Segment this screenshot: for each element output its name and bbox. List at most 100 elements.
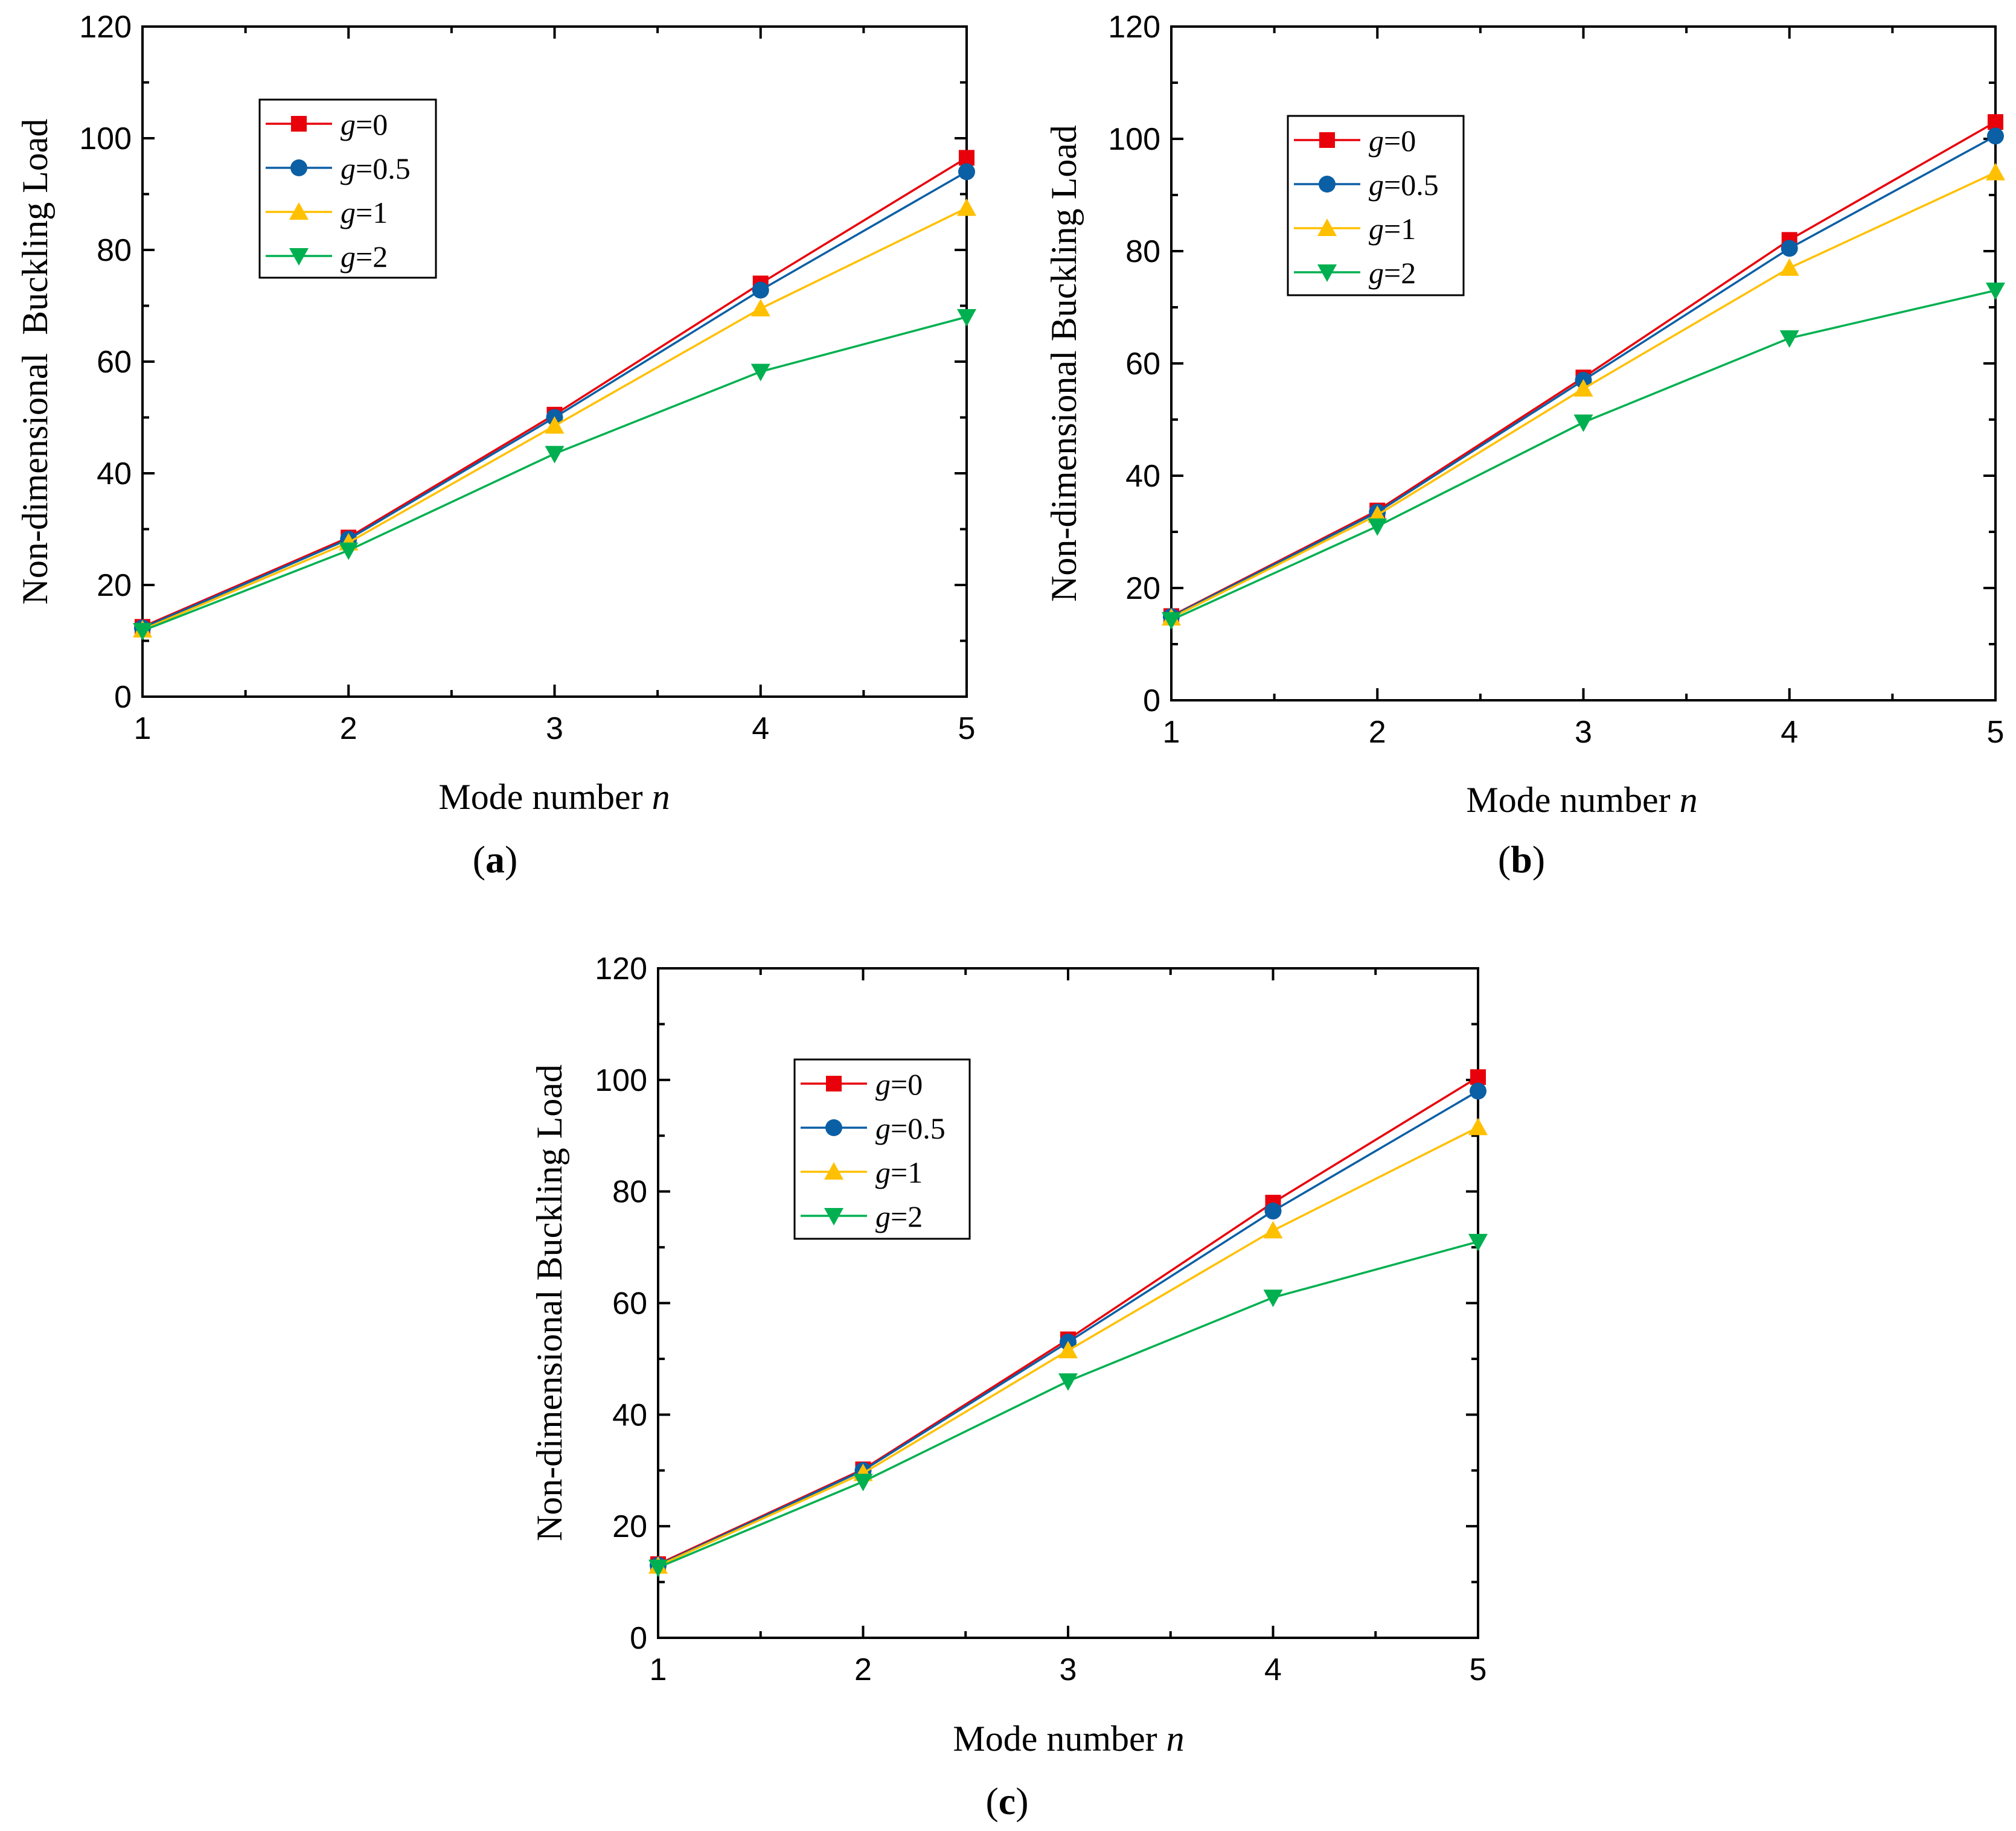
chart-panel-a: 0 20 40 60 80 100 120 1 2 3 4 5 Mode number n Non-dim… bbox=[15, 10, 976, 881]
series-g=2 bbox=[1162, 283, 2005, 630]
legend-label-g=0: g=0 bbox=[1369, 124, 1416, 158]
y-tick-label: 60 bbox=[612, 1286, 647, 1321]
legend-value: =2 bbox=[891, 1200, 923, 1233]
legend-label-g=1: g=1 bbox=[341, 196, 388, 229]
panel-label-letter: b bbox=[1511, 838, 1532, 881]
y-tick-label: 0 bbox=[630, 1621, 647, 1656]
data-point-g=2-n4 bbox=[750, 363, 770, 382]
data-point-g=0-n5 bbox=[1988, 114, 2003, 130]
data-point-g=2-n3 bbox=[545, 446, 565, 464]
x-tick-label: 2 bbox=[340, 711, 357, 746]
legend-marker-g=1 bbox=[1317, 219, 1337, 236]
x-tick-label: 1 bbox=[134, 711, 152, 746]
legend-var: g bbox=[1369, 168, 1384, 202]
legend-value: =2 bbox=[356, 240, 388, 273]
y-tick-label: 80 bbox=[1125, 234, 1160, 269]
data-point-g=2-n5 bbox=[957, 309, 976, 327]
legend: g=0g=0.5g=1g=2 bbox=[1287, 115, 1465, 296]
legend-marker-g=2 bbox=[824, 1208, 843, 1225]
data-point-g=0.5-n5 bbox=[1987, 127, 2004, 145]
x-tick-label: 1 bbox=[1163, 715, 1180, 750]
x-tick-label: 3 bbox=[1575, 715, 1592, 750]
panel-label-close: ) bbox=[1532, 838, 1545, 881]
legend-value: =2 bbox=[1384, 256, 1416, 290]
y-tick-label: 40 bbox=[1125, 459, 1160, 494]
data-point-g=0.5-n4 bbox=[1264, 1203, 1282, 1220]
legend: g=0g=0.5g=1g=2 bbox=[258, 98, 437, 279]
legend-var: g bbox=[341, 152, 356, 185]
legend-var: g bbox=[341, 240, 356, 273]
data-point-g=0.5-n4 bbox=[1781, 240, 1798, 257]
x-tick-label: 4 bbox=[1781, 715, 1798, 750]
legend-var: g bbox=[1369, 212, 1384, 246]
series-g=0.5 bbox=[650, 1082, 1486, 1574]
y-tick-label: 60 bbox=[97, 345, 132, 380]
x-tick-label: 4 bbox=[1264, 1652, 1282, 1687]
plot-frame bbox=[657, 967, 1479, 1639]
legend-label-g=0: g=0 bbox=[875, 1067, 923, 1101]
legend-label-g=0.5: g=0.5 bbox=[1369, 168, 1439, 202]
x-axis-title-var: n bbox=[652, 777, 670, 817]
data-point-g=1-n4 bbox=[1263, 1221, 1283, 1239]
legend-marker-g=2 bbox=[1317, 264, 1337, 282]
legend-marker-g=0 bbox=[1319, 132, 1335, 148]
x-tick-label: 5 bbox=[958, 711, 976, 746]
legend-box bbox=[793, 1058, 971, 1240]
data-point-g=1-n3 bbox=[1058, 1341, 1078, 1359]
legend-box bbox=[258, 98, 437, 279]
panel-label: (a) bbox=[473, 838, 518, 881]
legend-label-g=2: g=2 bbox=[875, 1200, 923, 1233]
x-tick-label: 3 bbox=[1060, 1652, 1077, 1687]
panel-label: (c) bbox=[985, 1780, 1028, 1823]
series-line-g=0 bbox=[658, 1076, 1479, 1565]
data-point-g=0.5-n4 bbox=[752, 281, 769, 299]
y-tick-label: 20 bbox=[97, 568, 132, 603]
legend-label-g=1: g=1 bbox=[875, 1155, 923, 1189]
legend-value: =1 bbox=[356, 196, 388, 229]
legend-value: =0.5 bbox=[891, 1111, 946, 1145]
data-point-g=1-n5 bbox=[1468, 1117, 1488, 1136]
legend-var: g bbox=[1369, 256, 1384, 290]
x-tick-label: 5 bbox=[1987, 715, 2005, 750]
legend-var: g bbox=[341, 107, 356, 141]
legend-marker-g=2 bbox=[289, 248, 309, 266]
y-tick-label: 120 bbox=[1108, 10, 1160, 45]
x-tick-label: 2 bbox=[1369, 715, 1386, 750]
data-point-g=1-n4 bbox=[1779, 258, 1799, 276]
legend-var: g bbox=[341, 196, 356, 229]
panel-label: (b) bbox=[1498, 838, 1545, 881]
x-tick-label: 3 bbox=[546, 711, 563, 746]
y-axis-title: Non-dimensional Buckling Load bbox=[15, 119, 55, 605]
panel-label-open: ( bbox=[473, 838, 485, 881]
legend-var: g bbox=[1369, 124, 1384, 158]
series-g=0 bbox=[650, 1069, 1486, 1573]
y-tick-label: 20 bbox=[1125, 571, 1160, 606]
x-axis-title: Mode number n bbox=[438, 777, 670, 817]
data-point-g=1-n5 bbox=[1986, 162, 2005, 181]
legend-box bbox=[1287, 115, 1465, 296]
legend-value: =0 bbox=[1384, 124, 1416, 158]
series-line-g=2 bbox=[142, 316, 967, 632]
panel-label-letter: a bbox=[485, 838, 505, 881]
y-tick-label: 40 bbox=[612, 1398, 647, 1433]
legend: g=0 g=0.5 g=1 g=2 bbox=[793, 1058, 971, 1240]
y-tick-label: 20 bbox=[612, 1509, 647, 1544]
legend-marker-g=0 bbox=[291, 116, 307, 132]
legend-label-g=0: g=0 bbox=[341, 107, 388, 141]
data-point-g=2-n3 bbox=[1058, 1373, 1078, 1391]
data-point-g=1-n5 bbox=[957, 198, 976, 216]
legend-marker-g=0.5 bbox=[825, 1119, 842, 1136]
series-line-g=0.5 bbox=[658, 1090, 1479, 1567]
panel-label-close: ) bbox=[505, 838, 517, 881]
legend-var: g bbox=[875, 1155, 891, 1189]
data-point-g=1-n4 bbox=[750, 299, 770, 317]
x-tick-label: 5 bbox=[1470, 1652, 1487, 1687]
chart-panel-b: 0 20 40 60 80 100 120 1 2 3 4 5 Mode number n Non-dim… bbox=[1044, 10, 2005, 881]
y-tick-label: 120 bbox=[79, 10, 132, 45]
legend-value: =0 bbox=[891, 1067, 923, 1101]
x-axis-title-text: Mode number bbox=[438, 777, 651, 817]
y-axis-title: Non-dimensional Buckling Load bbox=[1044, 125, 1084, 602]
y-tick-label: 0 bbox=[114, 680, 132, 715]
data-point-g=2-n3 bbox=[1573, 414, 1593, 432]
